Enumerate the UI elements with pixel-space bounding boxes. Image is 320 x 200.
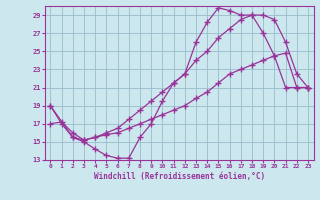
X-axis label: Windchill (Refroidissement éolien,°C): Windchill (Refroidissement éolien,°C) xyxy=(94,172,265,181)
